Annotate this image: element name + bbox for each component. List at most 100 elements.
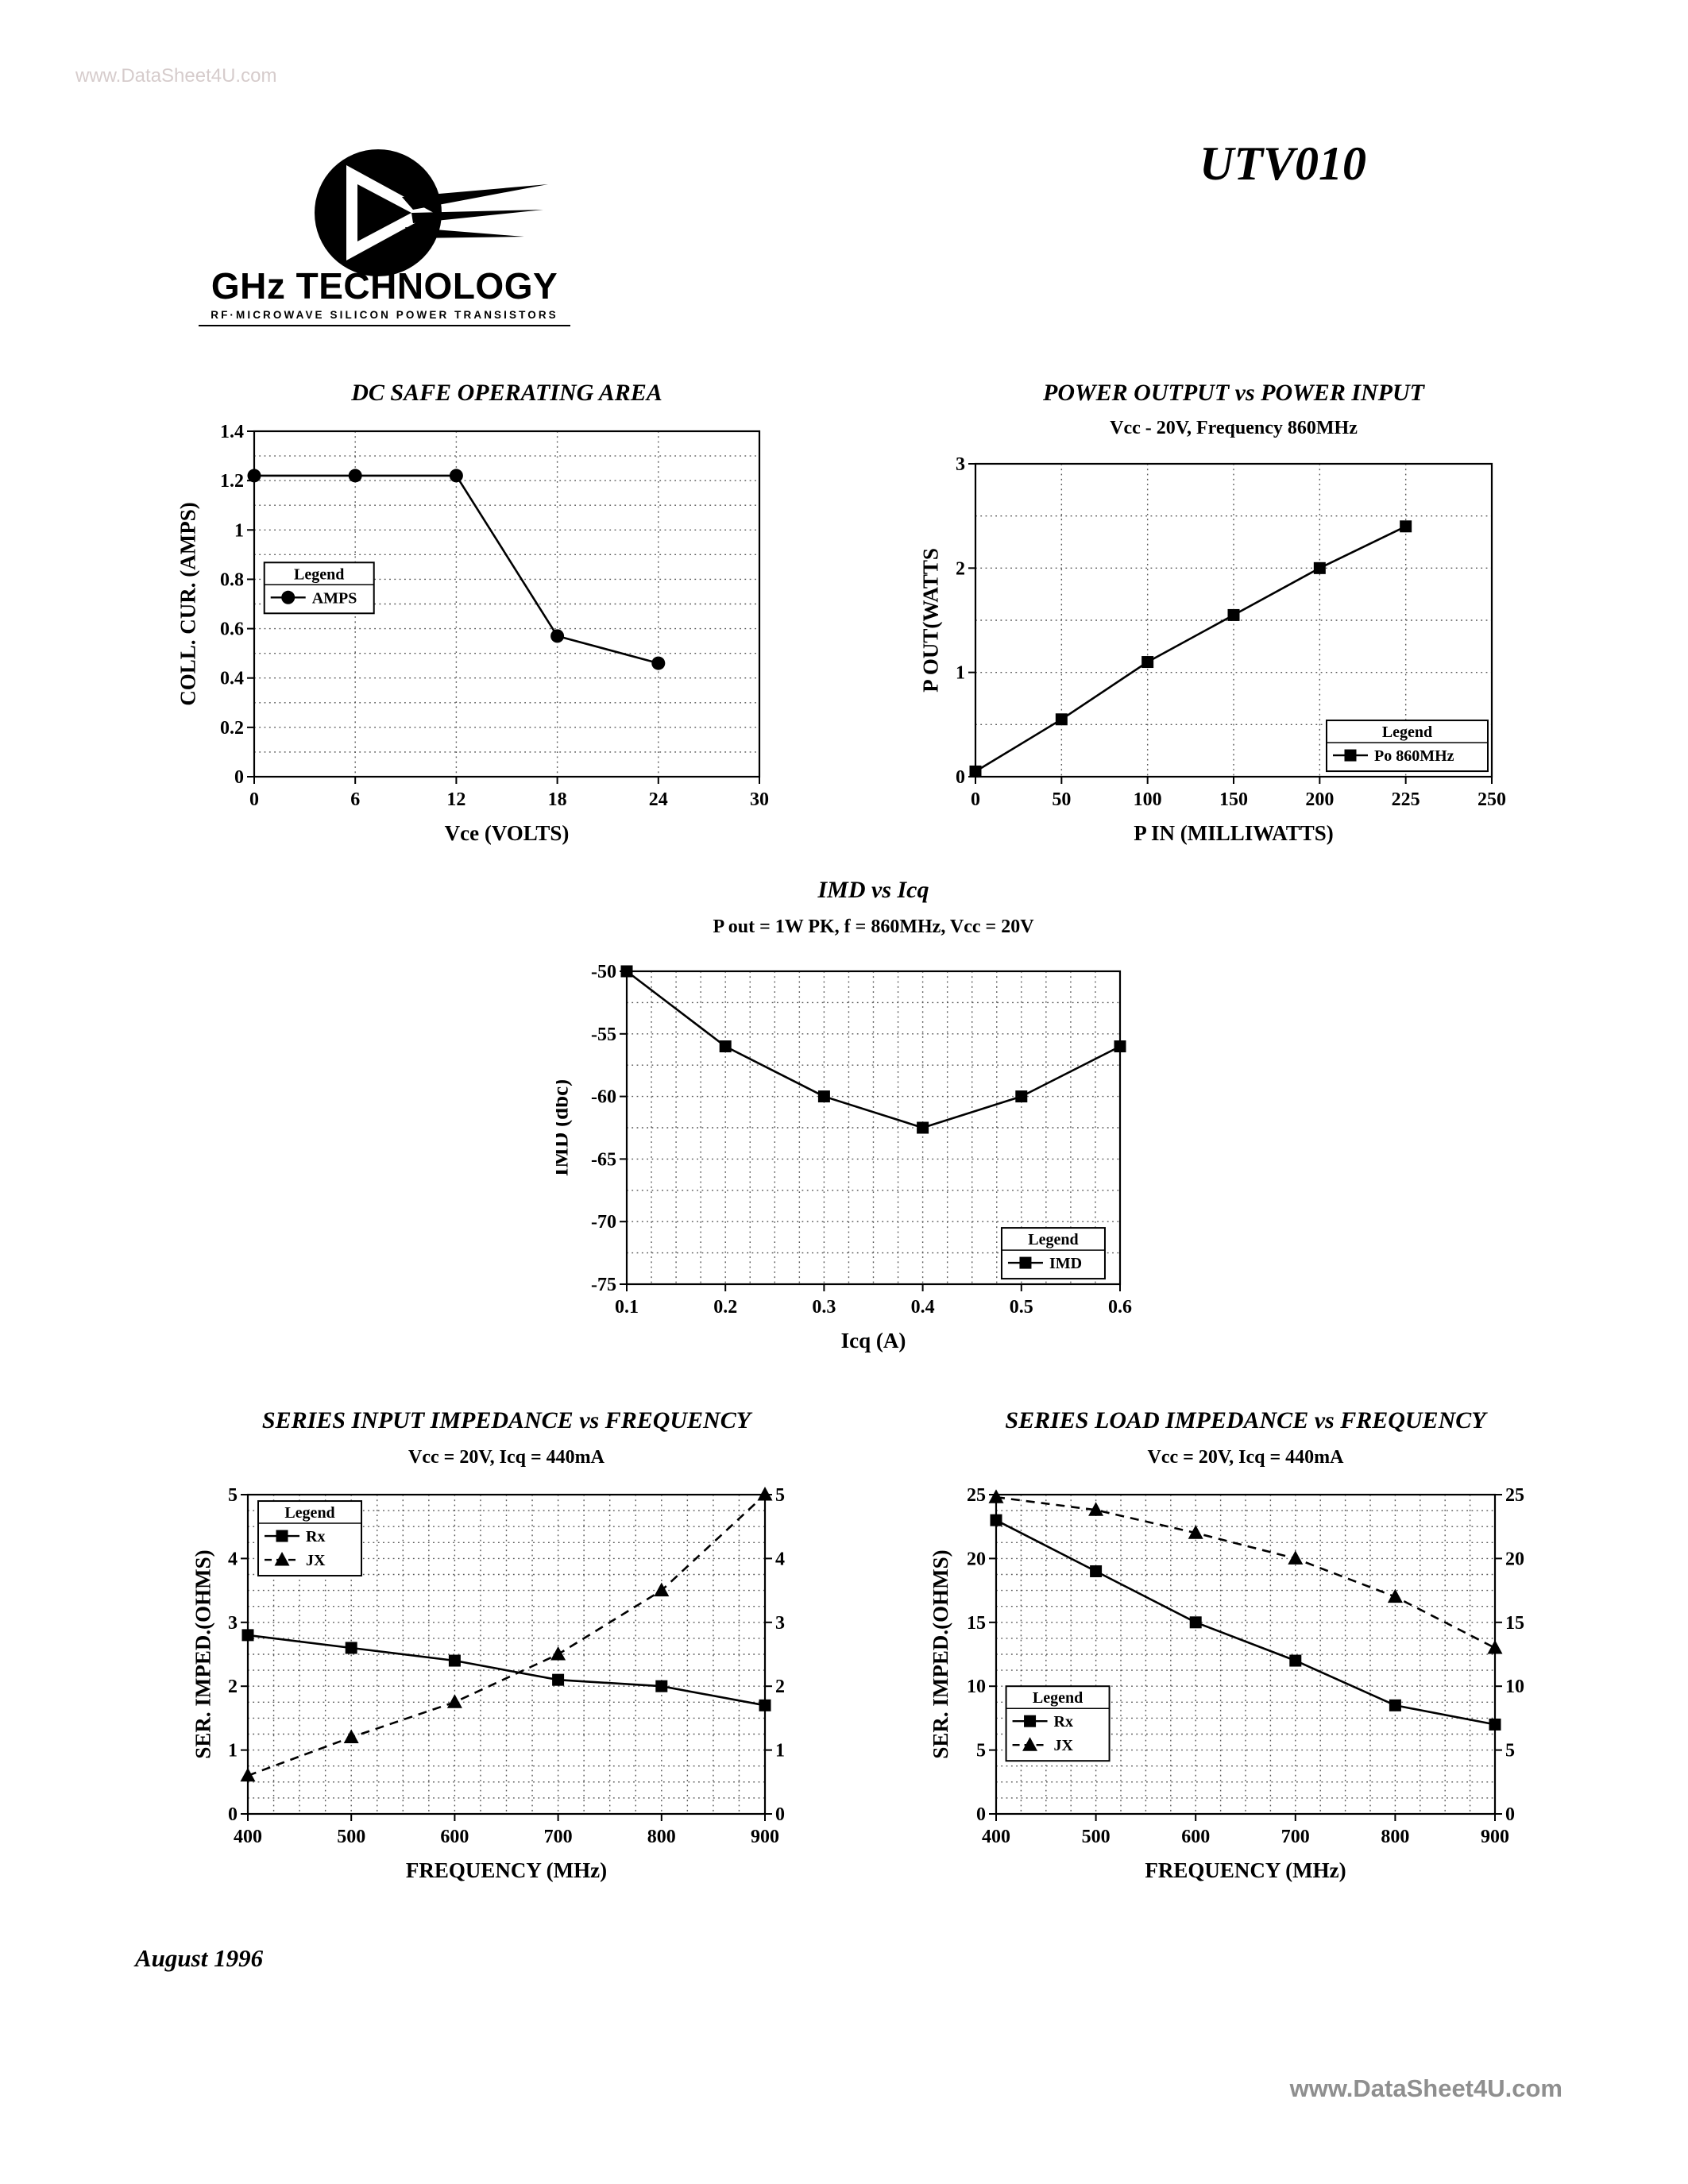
svg-text:1: 1 <box>228 1741 238 1761</box>
svg-text:2: 2 <box>956 558 965 579</box>
svg-text:IMD (dbc): IMD (dbc) <box>556 1079 573 1176</box>
svg-text:0: 0 <box>228 1804 238 1825</box>
brand-name: GHz TECHNOLOGY <box>211 265 558 307</box>
svg-text:0.4: 0.4 <box>911 1297 935 1318</box>
svg-text:20: 20 <box>967 1549 986 1569</box>
svg-text:Icq (A): Icq (A) <box>841 1329 906 1352</box>
svg-text:25: 25 <box>1505 1485 1524 1506</box>
svg-text:1: 1 <box>234 520 244 541</box>
svg-text:400: 400 <box>234 1827 262 1847</box>
svg-text:P IN (MILLIWATTS): P IN (MILLIWATTS) <box>1134 821 1334 845</box>
svg-text:10: 10 <box>967 1677 986 1697</box>
svg-text:2: 2 <box>775 1677 785 1697</box>
svg-text:0: 0 <box>249 789 259 810</box>
svg-text:0: 0 <box>976 1804 986 1825</box>
svg-text:5: 5 <box>228 1485 238 1506</box>
svg-text:600: 600 <box>1181 1827 1210 1847</box>
chart-input-impedance-title: SERIES INPUT IMPEDANCE vs FREQUENCY <box>261 1407 751 1433</box>
svg-text:IMD: IMD <box>1049 1255 1082 1272</box>
svg-text:JX: JX <box>306 1552 326 1569</box>
svg-text:1.2: 1.2 <box>220 471 244 492</box>
svg-text:0.2: 0.2 <box>713 1297 737 1318</box>
svg-text:0.1: 0.1 <box>615 1297 639 1318</box>
svg-text:4: 4 <box>775 1549 785 1569</box>
svg-text:15: 15 <box>1505 1613 1524 1634</box>
svg-text:-70: -70 <box>591 1212 616 1233</box>
svg-text:50: 50 <box>1052 789 1071 810</box>
svg-text:0.5: 0.5 <box>1010 1297 1033 1318</box>
svg-text:Rx: Rx <box>1054 1713 1073 1731</box>
chart-imd: 0.1 0.2 0.3 0.4 0.5 0.6 -75 -70 -65 -60 -55 -50 Icq … <box>556 962 1132 1352</box>
svg-text:Legend: Legend <box>1028 1231 1078 1248</box>
chart-imd-title: IMD vs Icq <box>817 877 929 903</box>
svg-text:500: 500 <box>337 1827 365 1847</box>
svg-text:3: 3 <box>775 1613 785 1634</box>
svg-text:COLL. CUR. (AMPS): COLL. CUR. (AMPS) <box>176 502 200 706</box>
svg-text:-65: -65 <box>591 1149 616 1170</box>
chart-power-subtitle: Vcc - 20V, Frequency 860MHz <box>1110 418 1358 438</box>
footer-date: August 1996 <box>135 1944 264 1972</box>
svg-text:800: 800 <box>647 1827 676 1847</box>
svg-text:SER. IMPED.(OHMS): SER. IMPED.(OHMS) <box>929 1549 952 1758</box>
svg-text:FREQUENCY (MHz): FREQUENCY (MHz) <box>406 1858 607 1882</box>
ghz-logo-text: GHz TECHNOLOGY RF·MICROWAVE SILICON POWE… <box>199 265 570 327</box>
svg-text:0.8: 0.8 <box>220 569 244 590</box>
svg-text:5: 5 <box>976 1741 986 1761</box>
svg-text:400: 400 <box>982 1827 1010 1847</box>
svg-text:0: 0 <box>971 789 980 810</box>
svg-text:900: 900 <box>1481 1827 1509 1847</box>
svg-text:225: 225 <box>1392 789 1420 810</box>
svg-text:3: 3 <box>228 1613 238 1634</box>
svg-text:Legend: Legend <box>294 565 344 583</box>
svg-text:100: 100 <box>1134 789 1162 810</box>
svg-text:Vce (VOLTS): Vce (VOLTS) <box>445 821 570 845</box>
svg-text:24: 24 <box>649 789 668 810</box>
svg-text:0.2: 0.2 <box>220 718 244 739</box>
svg-text:5: 5 <box>1505 1741 1515 1761</box>
chart-input-impedance-subtitle: Vcc = 20V, Icq = 440mA <box>408 1447 605 1468</box>
svg-text:250: 250 <box>1477 789 1506 810</box>
svg-text:150: 150 <box>1219 789 1248 810</box>
svg-text:1.4: 1.4 <box>220 422 244 442</box>
svg-text:10: 10 <box>1505 1677 1524 1697</box>
svg-text:0: 0 <box>956 767 965 788</box>
svg-text:JX: JX <box>1054 1737 1074 1754</box>
svg-text:0: 0 <box>775 1804 785 1825</box>
svg-text:SER. IMPED.(OHMS): SER. IMPED.(OHMS) <box>191 1549 215 1758</box>
svg-text:Po 860MHz: Po 860MHz <box>1374 747 1454 765</box>
chart-load-impedance-title: SERIES LOAD IMPEDANCE vs FREQUENCY <box>1005 1407 1486 1433</box>
brand-tagline: RF·MICROWAVE SILICON POWER TRANSISTORS <box>199 305 570 327</box>
watermark-top: www.DataSheet4U.com <box>75 65 277 87</box>
svg-text:Rx: Rx <box>306 1528 325 1545</box>
svg-text:800: 800 <box>1381 1827 1409 1847</box>
svg-text:0: 0 <box>234 767 244 788</box>
svg-text:200: 200 <box>1305 789 1334 810</box>
svg-text:Legend: Legend <box>284 1504 334 1522</box>
ghz-logo-icon <box>315 149 548 276</box>
chart-power-title: POWER OUTPUT vs POWER INPUT <box>1043 380 1424 406</box>
svg-text:2: 2 <box>228 1677 238 1697</box>
chart-power: 0 50 100 150 200 225 250 0 1 2 3 P IN (MILLIWATTS) P… <box>919 454 1507 845</box>
svg-text:25: 25 <box>967 1485 986 1506</box>
watermark-bottom: www.DataSheet4U.com <box>1289 2074 1562 2102</box>
svg-text:3: 3 <box>956 454 965 475</box>
svg-text:-60: -60 <box>591 1087 616 1108</box>
svg-text:Legend: Legend <box>1033 1689 1083 1707</box>
chart-imd-subtitle: P out = 1W PK, f = 860MHz, Vcc = 20V <box>713 916 1034 937</box>
svg-text:FREQUENCY (MHz): FREQUENCY (MHz) <box>1145 1858 1346 1882</box>
chart-soa: 0 6 12 18 24 30 0 0.2 0.4 0.6 0.8 1 1.2 1.4 Vce (VOLTS… <box>176 422 770 845</box>
part-number: UTV010 <box>1199 137 1366 190</box>
chart-load-impedance-subtitle: Vcc = 20V, Icq = 440mA <box>1147 1447 1344 1468</box>
svg-text:0: 0 <box>1505 1804 1515 1825</box>
svg-text:-50: -50 <box>591 962 616 982</box>
svg-text:1: 1 <box>775 1741 785 1761</box>
svg-text:18: 18 <box>548 789 567 810</box>
chart-soa-title: DC SAFE OPERATING AREA <box>351 380 662 406</box>
svg-text:500: 500 <box>1082 1827 1111 1847</box>
svg-text:Legend: Legend <box>1382 723 1432 741</box>
svg-text:0.6: 0.6 <box>1108 1297 1132 1318</box>
svg-text:6: 6 <box>350 789 360 810</box>
svg-text:700: 700 <box>1281 1827 1310 1847</box>
